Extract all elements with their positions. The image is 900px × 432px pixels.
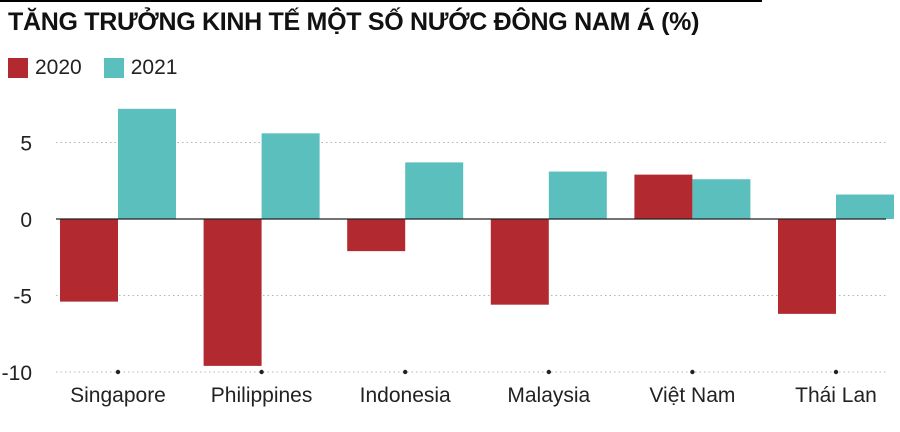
legend-item-2021: 2021 — [103, 56, 178, 80]
bar-2021-3 — [548, 171, 607, 219]
x-tick-label: Philippines — [211, 384, 313, 407]
top-rule — [0, 0, 762, 2]
bar-2020-0 — [60, 219, 118, 302]
x-tick-label: Malaysia — [507, 384, 590, 407]
x-tick-label: Thái Lan — [795, 384, 877, 407]
bar-2020-3 — [490, 219, 549, 305]
chart-title: TĂNG TRƯỞNG KINH TẾ MỘT SỐ NƯỚC ĐÔNG NAM… — [8, 8, 700, 36]
y-tick-label: 0 — [20, 209, 32, 232]
bar-2020-1 — [203, 219, 262, 366]
bar-2020-4 — [634, 174, 693, 219]
legend-label-2020: 2020 — [35, 56, 82, 79]
bar-2021-4 — [692, 179, 751, 219]
x-tick-mark — [403, 369, 408, 375]
x-tick-label: Indonesia — [360, 384, 451, 407]
y-tick-label: -5 — [13, 286, 32, 309]
y-tick-label: 5 — [20, 133, 32, 156]
legend: 2020 2021 — [8, 56, 199, 80]
bar-2021-5 — [836, 194, 894, 219]
y-tick-label: -10 — [2, 362, 32, 385]
x-tick-mark — [115, 369, 121, 375]
bar-2021-0 — [118, 108, 176, 219]
x-tick-mark — [833, 369, 839, 375]
legend-swatch-2020 — [8, 58, 28, 78]
x-tick-mark — [546, 369, 551, 375]
bar-2021-2 — [405, 162, 464, 219]
legend-swatch-2021 — [103, 58, 124, 78]
x-tick-mark — [259, 369, 264, 375]
x-tick-label: Việt Nam — [649, 384, 735, 407]
x-tick-mark — [690, 369, 695, 375]
legend-item-2020: 2020 — [8, 56, 82, 80]
x-tick-label: Singapore — [70, 384, 166, 407]
bar-2021-1 — [261, 133, 320, 219]
legend-label-2021: 2021 — [130, 56, 178, 79]
bar-2020-2 — [347, 219, 406, 252]
bar-2020-5 — [778, 219, 836, 314]
